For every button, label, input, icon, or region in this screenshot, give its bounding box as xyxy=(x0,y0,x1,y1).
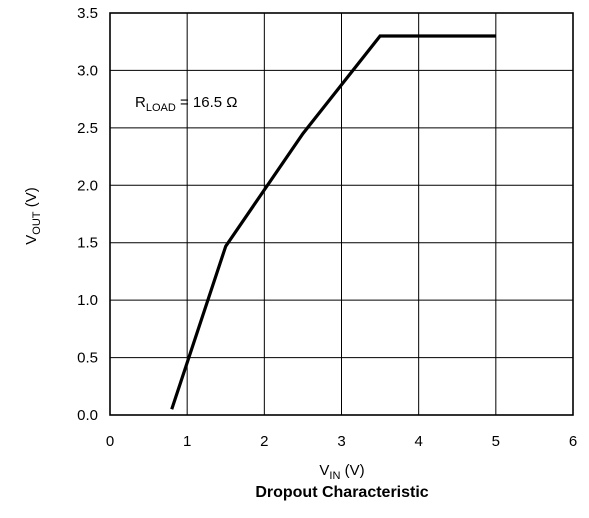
y-tick-label: 2.5 xyxy=(77,120,98,137)
y-tick-labels: 0.0 0.5 1.0 1.5 2.0 2.5 3.0 3.5 xyxy=(77,5,98,424)
x-tick-label: 1 xyxy=(183,433,191,450)
y-tick-label: 2.0 xyxy=(77,177,98,194)
y-tick-label: 1.0 xyxy=(77,292,98,309)
plot-frame xyxy=(109,12,574,416)
grid-layer xyxy=(109,12,574,416)
x-tick-label: 0 xyxy=(106,433,114,450)
y-tick-label: 3.0 xyxy=(77,62,98,79)
load-annotation: RLOAD = 16.5 Ω xyxy=(135,94,237,114)
y-tick-label: 1.5 xyxy=(77,235,98,252)
x-axis-label-unit: (V) xyxy=(340,462,364,479)
annotation-rest: = 16.5 Ω xyxy=(176,94,238,111)
y-axis-label-unit: (V) xyxy=(23,187,40,211)
y-axis-label-subscript: OUT xyxy=(31,211,43,235)
x-tick-label: 6 xyxy=(569,433,577,450)
chart-title: Dropout Characteristic xyxy=(255,484,428,501)
x-tick-labels: 0 1 2 3 4 5 6 xyxy=(106,433,577,450)
x-tick-label: 5 xyxy=(492,433,500,450)
y-axis-label-main: V xyxy=(23,235,40,245)
x-axis-label-subscript: IN xyxy=(329,470,340,482)
annotation-subscript: LOAD xyxy=(146,102,176,114)
x-tick-label: 4 xyxy=(414,433,422,450)
y-tick-label: 3.5 xyxy=(77,5,98,22)
series-line xyxy=(170,34,496,410)
x-tick-label: 3 xyxy=(337,433,345,450)
annotation-main: R xyxy=(135,94,146,111)
y-tick-label: 0.5 xyxy=(77,350,98,367)
x-axis-label: VIN (V) xyxy=(319,462,364,482)
x-tick-label: 2 xyxy=(260,433,268,450)
y-axis-label: VOUT (V) xyxy=(23,187,43,244)
y-tick-label: 0.0 xyxy=(77,407,98,424)
series-layer xyxy=(170,34,496,410)
x-axis-label-main: V xyxy=(319,462,329,479)
